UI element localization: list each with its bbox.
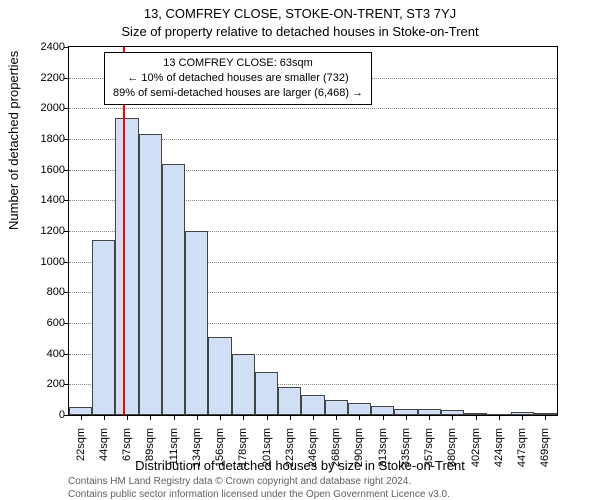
y-tick-mark (64, 292, 69, 293)
y-tick-mark (64, 415, 69, 416)
x-tick-mark (476, 415, 477, 420)
y-tick-label: 200 (10, 378, 65, 390)
y-tick-label: 1200 (10, 225, 65, 237)
y-tick-label: 400 (10, 348, 65, 360)
chart-title: 13, COMFREY CLOSE, STOKE-ON-TRENT, ST3 7… (0, 6, 600, 21)
chart-subtitle: Size of property relative to detached ho… (0, 24, 600, 39)
x-tick-mark (81, 415, 82, 420)
x-tick-mark (522, 415, 523, 420)
grid-line (69, 108, 557, 109)
y-tick-label: 600 (10, 317, 65, 329)
y-tick-label: 800 (10, 286, 65, 298)
bar (208, 337, 231, 415)
y-tick-mark (64, 78, 69, 79)
bar (325, 400, 348, 415)
y-tick-mark (64, 47, 69, 48)
bar (278, 387, 301, 415)
y-tick-mark (64, 262, 69, 263)
y-tick-label: 2000 (10, 102, 65, 114)
y-tick-mark (64, 108, 69, 109)
annotation-box: 13 COMFREY CLOSE: 63sqm ← 10% of detache… (104, 52, 372, 105)
x-tick-mark (429, 415, 430, 420)
annotation-line-1: 13 COMFREY CLOSE: 63sqm (113, 56, 363, 71)
bar (92, 240, 115, 415)
annotation-line-3: 89% of semi-detached houses are larger (… (113, 86, 363, 101)
x-tick-mark (499, 415, 500, 420)
bar (69, 407, 92, 415)
footnote-line-2: Contains public sector information licen… (68, 489, 450, 500)
bar (115, 118, 138, 415)
y-tick-label: 2200 (10, 72, 65, 84)
footnote-line-1: Contains HM Land Registry data © Crown c… (68, 476, 450, 489)
y-tick-label: 1600 (10, 164, 65, 176)
y-tick-mark (64, 139, 69, 140)
y-tick-label: 0 (10, 409, 65, 421)
bar (255, 372, 278, 415)
bar (232, 354, 255, 415)
y-tick-mark (64, 231, 69, 232)
bar (301, 395, 324, 415)
y-tick-mark (64, 323, 69, 324)
x-tick-mark (452, 415, 453, 420)
bar (139, 134, 162, 415)
x-tick-mark (290, 415, 291, 420)
footnote: Contains HM Land Registry data © Crown c… (68, 476, 450, 500)
y-tick-mark (64, 200, 69, 201)
x-tick-mark (220, 415, 221, 420)
x-axis-label: Distribution of detached houses by size … (0, 458, 600, 473)
x-tick-mark (104, 415, 105, 420)
bar (348, 403, 371, 415)
y-tick-label: 1800 (10, 133, 65, 145)
x-tick-mark (243, 415, 244, 420)
x-tick-mark (336, 415, 337, 420)
chart-container: 13, COMFREY CLOSE, STOKE-ON-TRENT, ST3 7… (0, 0, 600, 500)
y-tick-label: 1400 (10, 194, 65, 206)
y-tick-label: 1000 (10, 256, 65, 268)
x-tick-mark (174, 415, 175, 420)
y-tick-mark (64, 354, 69, 355)
x-tick-mark (406, 415, 407, 420)
y-tick-label: 2400 (10, 41, 65, 53)
bar (371, 406, 394, 415)
x-tick-mark (545, 415, 546, 420)
x-tick-mark (150, 415, 151, 420)
x-tick-mark (197, 415, 198, 420)
y-tick-mark (64, 384, 69, 385)
x-tick-mark (267, 415, 268, 420)
x-tick-mark (383, 415, 384, 420)
x-tick-mark (359, 415, 360, 420)
bar (162, 164, 185, 415)
bar (185, 231, 208, 415)
annotation-line-2: ← 10% of detached houses are smaller (73… (113, 71, 363, 86)
x-tick-mark (127, 415, 128, 420)
y-tick-mark (64, 170, 69, 171)
x-tick-mark (313, 415, 314, 420)
